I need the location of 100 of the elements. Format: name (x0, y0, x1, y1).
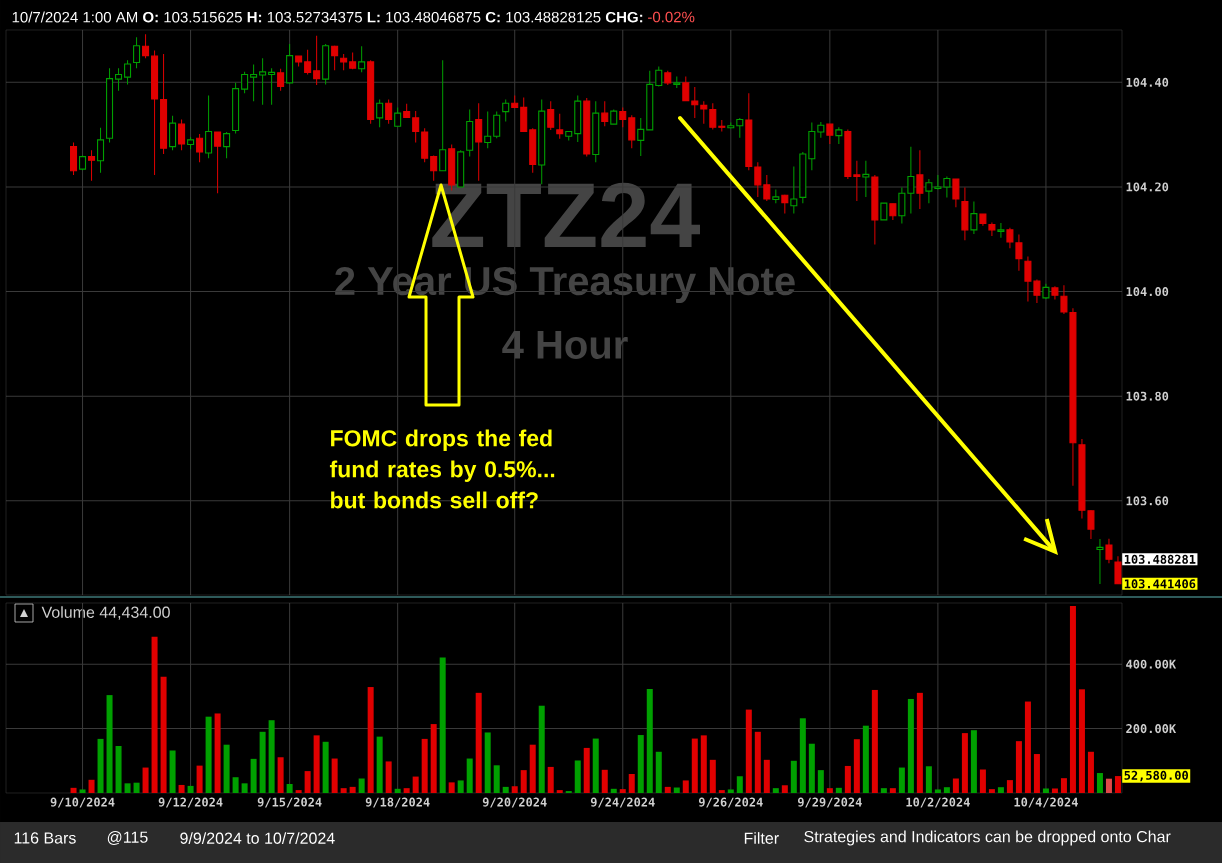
bar (574, 760, 581, 793)
bar (205, 716, 212, 793)
bar (448, 782, 455, 793)
bar (583, 747, 590, 793)
candlestick (133, 36, 141, 69)
candlestick (547, 100, 555, 131)
candlestick (439, 59, 447, 172)
bar (763, 759, 770, 793)
bar (187, 785, 194, 793)
x-tick-label: 9/15/2024 (257, 797, 322, 808)
bar (808, 743, 815, 793)
bar (457, 780, 464, 793)
candlestick (484, 111, 492, 149)
candlestick (763, 174, 771, 202)
candlestick (898, 186, 906, 225)
candlestick (709, 102, 717, 130)
bar (259, 731, 266, 793)
bar (970, 730, 977, 793)
bar (943, 787, 950, 793)
candlestick (385, 99, 393, 125)
candlestick (790, 166, 798, 215)
candlestick (970, 201, 978, 235)
bar (1033, 754, 1040, 793)
bar (556, 790, 563, 793)
annotation: 4 Hour (502, 331, 628, 359)
candlestick (988, 222, 996, 237)
bar (844, 765, 851, 793)
bar (160, 676, 167, 793)
bar (538, 705, 545, 793)
candlestick (619, 106, 627, 128)
bar (1051, 788, 1058, 793)
candlestick (907, 146, 915, 215)
candlestick (1114, 555, 1122, 585)
candlestick (313, 35, 321, 86)
candlestick (115, 67, 123, 92)
bar (232, 777, 239, 793)
y-tick-label: 104.40 (1126, 77, 1169, 87)
bar (628, 774, 635, 793)
candlestick (862, 160, 870, 198)
bar (169, 750, 176, 793)
bar (655, 751, 662, 793)
bar (718, 790, 725, 793)
bar (736, 776, 743, 793)
x-tick-label: 10/2/2024 (906, 797, 970, 808)
candlestick (700, 100, 708, 125)
bar (781, 785, 788, 793)
chart-title: Volume 44,434.00 (41, 606, 170, 620)
x-tick-label: 9/24/2024 (590, 797, 655, 808)
candlestick (268, 67, 276, 106)
candlestick (493, 111, 501, 139)
bar (664, 786, 671, 793)
bar (691, 738, 698, 793)
bar (997, 787, 1004, 793)
annotation: FOMC drops the fed fund rates by 0.5%... but bonds sell off? (329, 429, 555, 509)
bar (520, 770, 527, 793)
bar (646, 688, 653, 793)
bar (502, 786, 509, 793)
bar (889, 788, 896, 793)
x-tick-label: 9/26/2024 (698, 797, 763, 808)
bar (727, 789, 734, 793)
bar (700, 735, 707, 793)
bar (907, 698, 914, 793)
bar (529, 744, 536, 793)
bar (88, 779, 95, 793)
text: 52,580.00 (1124, 770, 1189, 782)
x-tick-label: 9/18/2024 (365, 797, 430, 808)
candlestick (358, 45, 366, 73)
bar (511, 786, 518, 793)
bar (682, 780, 689, 793)
x-tick-label: 9/10/2024 (50, 797, 115, 808)
bar (925, 766, 932, 793)
bar (340, 788, 347, 793)
bar (295, 790, 302, 793)
bar (961, 733, 968, 793)
bar (439, 657, 446, 793)
bar (853, 739, 860, 793)
bar (1096, 773, 1103, 793)
bar (466, 758, 473, 793)
bar (79, 789, 86, 793)
bar (385, 761, 392, 793)
candlestick (223, 131, 231, 159)
x-tick-label: 9/20/2024 (482, 797, 547, 808)
x-tick-label: 9/29/2024 (797, 797, 862, 808)
bar (880, 788, 887, 793)
candlestick (916, 149, 924, 210)
bar (1114, 776, 1121, 793)
bar (475, 692, 482, 793)
text: 10/7/2024 1:00 AM O: 103.515625 H: 103.52734375 L: 103.48046875 C: 103.48828125 CHG: (12, 11, 643, 23)
bar (826, 788, 833, 793)
x-tick-label: 9/12/2024 (158, 797, 223, 808)
candlestick (241, 71, 249, 94)
candlestick (826, 123, 834, 145)
bar (277, 757, 284, 793)
bar (610, 788, 617, 793)
bar (304, 771, 311, 793)
y-tick-label: 103.60 (1126, 496, 1169, 506)
candlestick (196, 133, 204, 163)
candlestick (1096, 538, 1104, 585)
bar (70, 787, 77, 793)
candlestick (556, 113, 564, 140)
